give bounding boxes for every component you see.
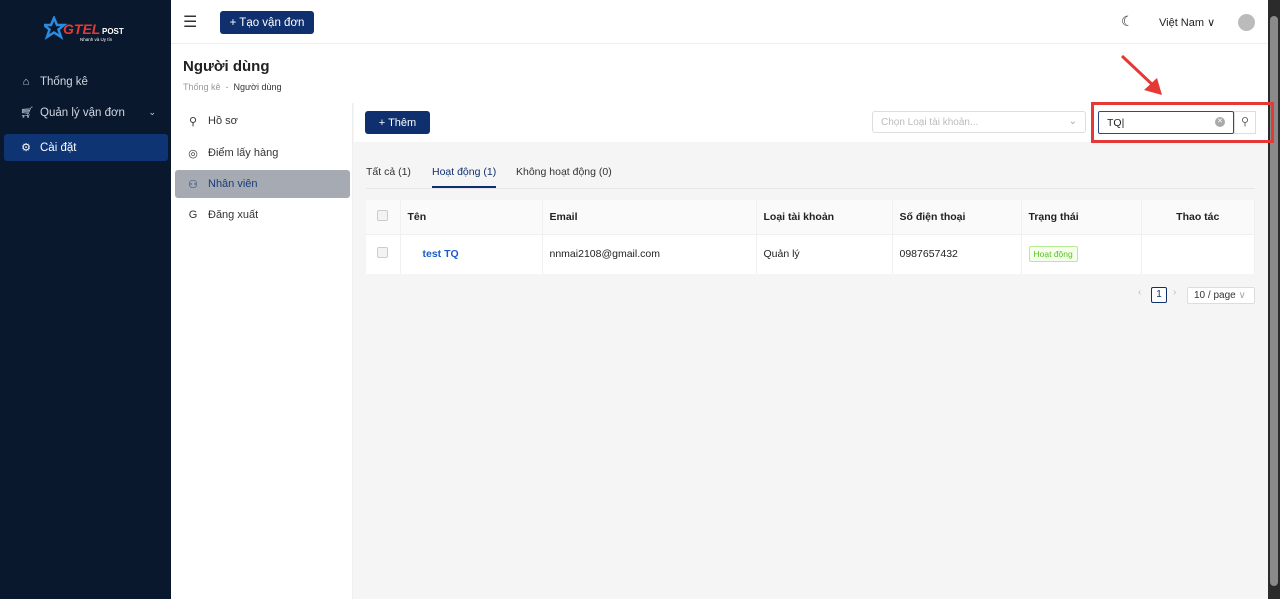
menu-item-label: Hồ sơ (208, 115, 238, 127)
sidebar-item-cai-dat[interactable]: ⚙ Cài đặt (4, 134, 168, 161)
language-label: Việt Nam (1159, 17, 1205, 29)
status-tabs: Tất cả (1) Hoạt động (1) Không hoạt động… (366, 160, 1255, 189)
moon-icon[interactable]: ☾ (1121, 13, 1134, 29)
gtel-post-logo: GTEL POST Nhanh và Uy tín (44, 16, 124, 42)
menu-item-diem-lay-hang[interactable]: ◎ Điểm lấy hàng (175, 139, 350, 167)
create-order-label: Tạo vận đơn (239, 16, 305, 29)
plus-icon: + (229, 16, 240, 29)
team-icon: ⚇ (188, 178, 198, 191)
breadcrumb-link[interactable]: Thống kê (183, 82, 221, 92)
sidebar-item-thong-ke[interactable]: ⌂ Thống kê (4, 68, 168, 95)
account-type-cell: Quản lý (756, 233, 893, 274)
next-page-icon[interactable]: › (1173, 287, 1177, 298)
search-value: TQ (1107, 117, 1122, 129)
svg-text:GTEL: GTEL (63, 21, 100, 37)
sidebar: GTEL POST Nhanh và Uy tín ⌂ Thống kê 🛒︎ Qu… (0, 0, 171, 599)
annotation-highlight-box (1091, 102, 1274, 143)
tab-inactive[interactable]: Không hoạt động (0) (516, 166, 612, 178)
status-badge: Hoạt động (1028, 246, 1078, 263)
home-icon: ⌂ (22, 75, 30, 88)
svg-text:POST: POST (102, 27, 124, 36)
search-button[interactable]: ⚲ (1234, 111, 1256, 134)
menu-item-nhan-vien[interactable]: ⚇ Nhân viên (175, 170, 350, 198)
row-select-cell (366, 233, 401, 274)
account-type-select[interactable]: Chọn Loại tài khoản... ⌄ (872, 111, 1086, 133)
page-size-select[interactable]: 10 / page ∨ (1187, 287, 1255, 304)
status-cell: Hoạt động (1021, 233, 1142, 274)
menu-item-label: Nhân viên (208, 178, 258, 190)
user-name-link[interactable]: test TQ (400, 233, 543, 274)
tab-active[interactable]: Hoạt động (1) (432, 166, 497, 188)
column-header: Thao tác (1141, 200, 1255, 234)
sidebar-item-label: Quản lý vận đơn (40, 106, 125, 119)
select-placeholder: Chọn Loại tài khoản... (881, 117, 979, 128)
select-all-checkbox[interactable] (377, 209, 388, 221)
user-icon: ⚲ (188, 115, 198, 128)
breadcrumb: Thống kê - Người dùng (183, 82, 282, 92)
menu-icon[interactable]: ☰ (183, 14, 198, 31)
create-order-button[interactable]: + Tạo vận đơn (220, 11, 314, 34)
chevron-down-icon: ⌄ (1068, 116, 1077, 127)
row-checkbox[interactable] (377, 247, 388, 259)
column-header: Trạng thái (1021, 200, 1142, 234)
tab-all[interactable]: Tất cả (1) (366, 166, 411, 178)
search-input[interactable]: TQ| ✕ (1098, 111, 1234, 134)
header: ☰ + Tạo vận đơn ☾ Việt Nam ∨ (171, 0, 1268, 44)
clear-icon[interactable]: ✕ (1215, 117, 1225, 127)
add-label: Thêm (388, 116, 417, 129)
prev-page-icon[interactable]: ‹ (1138, 287, 1142, 298)
page-size-label: 10 / page (1194, 290, 1236, 301)
menu-item-ho-so[interactable]: ⚲ Hồ sơ (175, 107, 350, 135)
sidebar-item-label: Thống kê (40, 75, 88, 88)
cart-icon: 🛒︎ (20, 107, 34, 119)
page-header: Người dùng Thống kê - Người dùng (171, 44, 1268, 103)
scrollbar-thumb[interactable] (1270, 16, 1278, 586)
location-icon: ◎ (188, 147, 198, 160)
table-row: test TQ nnmai2108@gmail.com Quản lý 0987… (366, 233, 1255, 274)
chevron-down-icon: ∨ (1238, 290, 1246, 301)
menu-item-label: Điểm lấy hàng (208, 147, 279, 159)
column-header: Tên (400, 200, 543, 234)
sidebar-item-label: Cài đặt (40, 141, 77, 154)
sidebar-item-quan-ly-van-don[interactable]: 🛒︎ Quản lý vận đơn ⌄ (4, 99, 168, 126)
language-select[interactable]: Việt Nam ∨ (1159, 16, 1215, 29)
column-header: Email (542, 200, 757, 234)
actions-cell (1141, 233, 1255, 274)
add-button[interactable]: + Thêm (365, 111, 430, 134)
scrollbar[interactable] (1268, 0, 1280, 599)
chevron-down-icon: ⌄ (148, 107, 156, 117)
gear-icon: ⚙ (21, 142, 31, 154)
column-header: Loại tài khoản (756, 200, 893, 234)
logout-icon: G (188, 209, 198, 221)
plus-icon: + (378, 116, 389, 129)
svg-text:Nhanh và Uy tín: Nhanh và Uy tín (80, 37, 113, 42)
table-header-row: Tên Email Loại tài khoản Số điện thoại T… (366, 200, 1255, 234)
page-number-button[interactable]: 1 (1151, 287, 1167, 303)
column-header: Số điện thoại (892, 200, 1022, 234)
page-title: Người dùng (183, 58, 270, 75)
settings-menu: ⚲ Hồ sơ ◎ Điểm lấy hàng ⚇ Nhân viên G Đăng x… (171, 103, 353, 599)
chevron-down-icon: ∨ (1207, 17, 1216, 29)
select-all-cell (366, 200, 401, 234)
menu-item-label: Đăng xuất (208, 209, 259, 221)
phone-cell: 0987657432 (892, 233, 1022, 274)
avatar[interactable] (1238, 14, 1255, 31)
annotation-arrow-icon (1120, 54, 1162, 95)
users-table: Tên Email Loại tài khoản Số điện thoại T… (366, 200, 1255, 274)
breadcrumb-current: Người dùng (233, 82, 282, 92)
menu-item-dang-xuat[interactable]: G Đăng xuất (175, 201, 350, 229)
toolbar: + Thêm Chọn Loại tài khoản... ⌄ TQ| ✕ ⚲ (354, 103, 1268, 142)
email-cell: nnmai2108@gmail.com (542, 233, 757, 274)
search-icon: ⚲ (1240, 116, 1250, 128)
